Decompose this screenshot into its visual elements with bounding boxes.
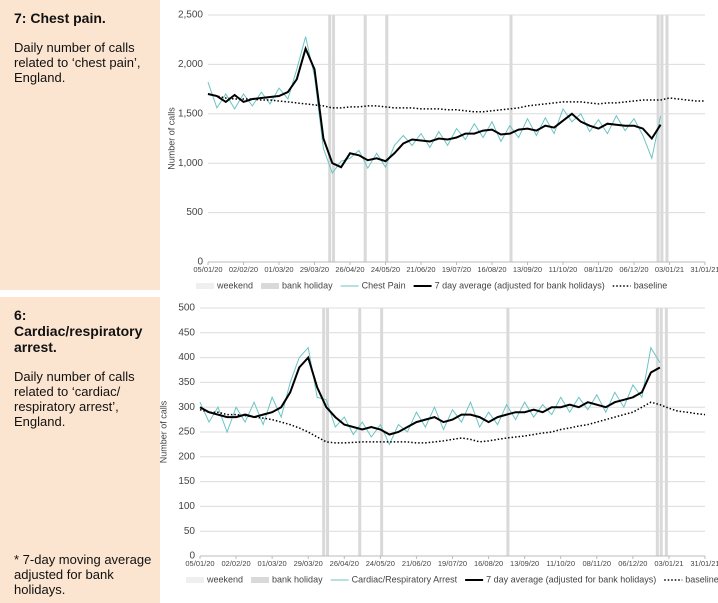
x-tick-label: 11/10/20 [549, 265, 578, 274]
x-tick-label: 03/01/21 [654, 559, 683, 568]
footnote: * 7-day moving average adjusted for bank… [14, 552, 152, 597]
bank-holiday-band [660, 15, 664, 262]
legend-label: 7 day average (adjusted for bank holiday… [435, 280, 605, 290]
legend-swatch [261, 283, 280, 289]
x-tick-label: 19/07/20 [442, 265, 471, 274]
series-line [207, 93, 705, 113]
y-tick-label: 0 [189, 551, 195, 562]
y-tick-label: 450 [178, 327, 195, 338]
x-tick-label: 06/12/20 [618, 559, 647, 568]
x-tick-label: 19/07/20 [438, 559, 467, 568]
text-panel: 7: Chest pain. Daily number of calls rel… [0, 0, 160, 290]
series-line [199, 355, 661, 436]
text-panel: 6: Cardiac/respiratory arrest. Daily num… [0, 297, 160, 603]
x-tick-label: 01/03/20 [258, 559, 287, 568]
y-tick-label: 250 [178, 427, 195, 438]
y-tick-label: 300 [178, 402, 195, 413]
bank-holiday-band [332, 15, 336, 262]
legend-label: Cardiac/Respiratory Arrest [352, 574, 458, 584]
x-tick-label: 01/03/20 [264, 265, 293, 274]
legend-swatch [186, 577, 204, 583]
x-tick-label: 05/01/20 [185, 559, 214, 568]
y-tick-label: 2,000 [178, 59, 203, 70]
x-tick-label: 13/09/20 [513, 265, 542, 274]
x-tick-label: 08/11/20 [582, 559, 611, 568]
panel-title: 7: Chest pain. [14, 10, 106, 26]
bank-holiday-band [509, 15, 513, 262]
series-line [199, 401, 706, 444]
x-tick-label: 31/01/21 [690, 559, 718, 568]
x-tick-label: 16/08/20 [477, 265, 506, 274]
series-line [207, 36, 662, 175]
y-axis-label: Number of calls [158, 400, 168, 463]
panel-title: 6: Cardiac/respiratory arrest. [14, 307, 143, 355]
x-tick-label: 16/08/20 [474, 559, 503, 568]
y-tick-label: 1,000 [178, 158, 203, 169]
bank-holiday-band [328, 15, 332, 262]
y-tick-label: 500 [178, 303, 195, 314]
x-tick-label: 21/06/20 [406, 265, 435, 274]
legend-swatch [251, 577, 270, 583]
y-tick-label: 50 [184, 526, 196, 537]
panel-description: Daily number of calls related to ‘cardia… [14, 369, 135, 429]
y-tick-label: 400 [178, 352, 195, 363]
legend-swatch [196, 283, 214, 289]
series-line [207, 45, 662, 169]
x-tick-label: 29/03/20 [300, 265, 329, 274]
y-tick-label: 150 [178, 476, 195, 487]
y-tick-label: 1,500 [178, 108, 203, 119]
x-tick-label: 05/01/20 [193, 265, 222, 274]
panel-description: Daily number of calls related to ‘chest … [14, 40, 141, 85]
x-tick-label: 24/05/20 [371, 265, 400, 274]
x-tick-label: 08/11/20 [584, 265, 613, 274]
x-tick-label: 29/03/20 [294, 559, 323, 568]
x-tick-label: 31/01/21 [690, 265, 718, 274]
y-tick-label: 350 [178, 377, 195, 388]
x-tick-label: 24/05/20 [366, 559, 395, 568]
y-axis-label: Number of calls [166, 107, 176, 170]
legend-label: bank holiday [282, 280, 333, 290]
x-tick-label: 02/02/20 [229, 265, 258, 274]
legend-label: Chest Pain [362, 280, 406, 290]
legend-label: weekend [206, 574, 243, 584]
legend-label: bank holiday [272, 574, 323, 584]
legend-label: weekend [216, 280, 253, 290]
y-tick-label: 500 [186, 207, 203, 218]
x-tick-label: 03/01/21 [655, 265, 684, 274]
bank-holiday-band [656, 15, 660, 262]
bank-holiday-band [665, 15, 669, 262]
x-tick-label: 02/02/20 [221, 559, 250, 568]
x-tick-label: 06/12/20 [619, 265, 648, 274]
x-tick-label: 26/04/20 [330, 559, 359, 568]
legend-label: baseline [685, 574, 718, 584]
series-line [199, 346, 661, 446]
legend-label: baseline [634, 280, 668, 290]
y-tick-label: 0 [197, 257, 203, 268]
bank-holiday-band [385, 15, 389, 262]
y-tick-label: 200 [178, 451, 195, 462]
y-tick-label: 100 [178, 501, 195, 512]
x-tick-label: 13/09/20 [510, 559, 539, 568]
bank-holiday-band [363, 15, 367, 262]
y-tick-label: 2,500 [178, 10, 203, 21]
legend-label: 7 day average (adjusted for bank holiday… [486, 574, 656, 584]
x-tick-label: 26/04/20 [335, 265, 364, 274]
x-tick-label: 21/06/20 [402, 559, 431, 568]
x-tick-label: 11/10/20 [546, 559, 575, 568]
